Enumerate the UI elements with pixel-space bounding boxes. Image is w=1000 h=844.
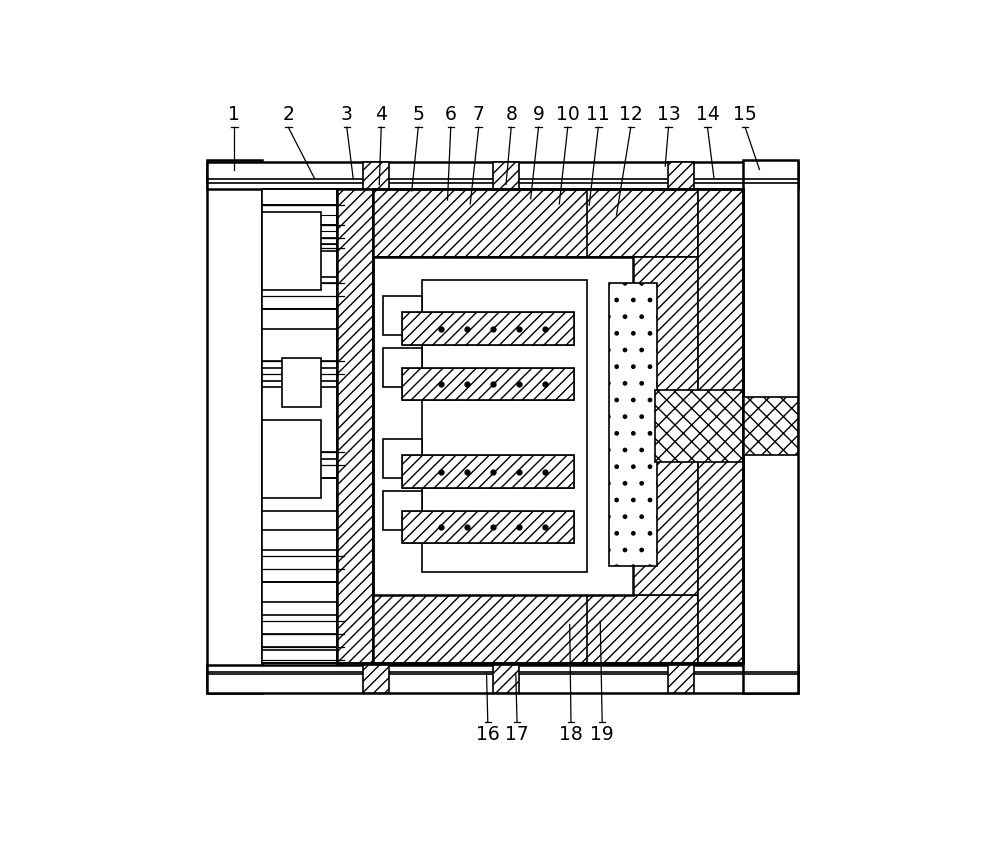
Text: 16: 16 [476,725,500,744]
Bar [493,665,519,693]
Text: 6: 6 [445,105,457,124]
Text: 3: 3 [341,105,353,124]
Text: 7: 7 [473,105,485,124]
Bar [743,397,798,456]
Bar [373,257,422,595]
Text: 13: 13 [657,105,680,124]
Text: 14: 14 [696,105,719,124]
Bar [383,296,422,335]
Bar [373,595,633,663]
Bar [207,665,798,693]
Text: 15: 15 [733,105,757,124]
Bar [402,456,574,488]
Bar [383,491,422,530]
Bar [373,189,633,257]
Bar [207,162,798,189]
Bar [402,312,574,345]
Bar [383,349,422,387]
Bar [402,312,574,345]
Bar [337,189,373,663]
Bar [262,212,321,289]
Bar [493,162,519,189]
Bar [587,595,698,663]
Bar [587,189,698,257]
Bar [373,257,633,595]
Bar [609,284,657,566]
Text: 9: 9 [533,105,544,124]
Bar [363,162,389,189]
Text: 19: 19 [590,725,614,744]
Bar [422,280,587,572]
Text: 2: 2 [282,105,294,124]
Bar [207,160,262,693]
Bar [373,189,743,663]
Text: 12: 12 [619,105,643,124]
Text: 8: 8 [505,105,517,124]
Text: 1: 1 [228,105,240,124]
Bar [668,665,694,693]
Bar [402,511,574,544]
Bar [262,189,337,663]
Bar [587,257,698,595]
Bar [262,419,321,498]
Bar [633,257,698,595]
Bar [282,358,321,407]
Text: 11: 11 [586,105,610,124]
Text: 5: 5 [412,105,424,124]
Bar [383,439,422,479]
Bar [668,162,694,189]
Bar [402,511,574,544]
Bar [655,391,743,462]
Text: 18: 18 [559,725,583,744]
Bar [743,160,798,693]
Bar [402,368,574,400]
Text: 4: 4 [375,105,387,124]
Text: 10: 10 [556,105,580,124]
Bar [698,189,743,663]
Text: 17: 17 [505,725,529,744]
Bar [363,665,389,693]
Bar [402,456,574,488]
Bar [402,368,574,400]
